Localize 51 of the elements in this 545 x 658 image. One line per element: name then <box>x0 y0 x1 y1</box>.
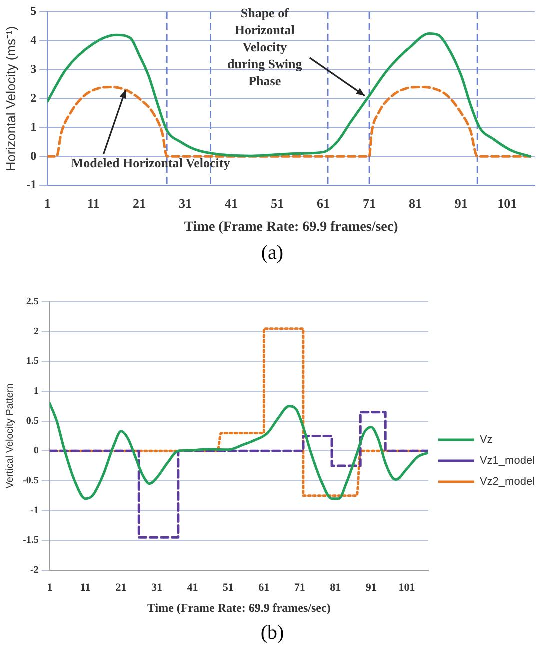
x-tick-label: 41 <box>225 196 238 211</box>
x-axis-title: Time (Frame Rate: 69.9 frames/sec) <box>184 220 399 236</box>
x-tick-label: 81 <box>330 582 342 594</box>
x-tick-label: 61 <box>258 582 270 594</box>
y-tick-label: 2 <box>30 90 37 105</box>
text: (b) <box>260 621 286 646</box>
y-tick-label: 0 <box>34 446 39 457</box>
y-tick-label: 2 <box>34 326 39 338</box>
x-tick-label: 1 <box>47 582 53 594</box>
y-tick-label: -2 <box>30 564 39 576</box>
y-tick-label: 3 <box>30 62 37 76</box>
annotation: Shape of Horizontal Velocity during Swing Phase <box>227 5 303 88</box>
y-tick-label: 1.5 <box>26 356 39 368</box>
x-tick-label: 21 <box>116 582 127 594</box>
x-tick-label: 61 <box>316 196 330 211</box>
x-tick-label: 1 <box>44 196 51 211</box>
x-tick-label: 101 <box>498 196 518 211</box>
y-tick-label: -1.5 <box>22 535 39 546</box>
y-tick-label: 0 <box>30 148 37 163</box>
y-axis-title: Vertical Velocity Pattern <box>4 384 16 489</box>
y-tick-label: 5 <box>30 4 37 18</box>
line-series <box>48 86 532 158</box>
y-axis-title: Horizontal Velocity (ms⁻¹) <box>3 26 18 172</box>
y-tick-label: 2.5 <box>26 296 39 308</box>
legend-label: Vz1_model <box>480 455 536 468</box>
x-tick-label: 91 <box>454 196 468 211</box>
x-tick-label: 101 <box>398 582 416 594</box>
text: (a) <box>260 241 285 266</box>
legend-label: Vz2_model <box>480 476 536 488</box>
legend-label: Vz <box>480 434 493 446</box>
annotation: Modeled Horizontal Velocity <box>71 155 231 170</box>
x-axis-title: Time (Frame Rate: 69.9 frames/sec) <box>147 600 331 615</box>
x-tick-label: 71 <box>294 582 306 594</box>
x-tick-label: 11 <box>80 582 91 594</box>
x-tick-label: 41 <box>187 582 198 594</box>
x-tick-label: 31 <box>151 582 162 594</box>
x-tick-label: 51 <box>271 196 284 211</box>
x-tick-label: 31 <box>179 196 192 211</box>
x-tick-label: 11 <box>87 196 100 211</box>
y-tick-label: 0.5 <box>26 416 39 427</box>
x-tick-label: 91 <box>366 582 377 594</box>
y-tick-label: -1 <box>30 505 39 516</box>
x-tick-label: 81 <box>408 196 422 211</box>
x-tick-label: 71 <box>362 196 376 211</box>
y-tick-label: 1 <box>30 120 37 134</box>
y-tick-label: -1 <box>26 178 37 192</box>
x-tick-label: 21 <box>133 196 146 211</box>
x-tick-label: 51 <box>222 582 234 594</box>
y-tick-label: 4 <box>30 33 37 48</box>
y-tick-label: 1 <box>34 386 39 398</box>
y-tick-label: -0.5 <box>22 476 39 487</box>
